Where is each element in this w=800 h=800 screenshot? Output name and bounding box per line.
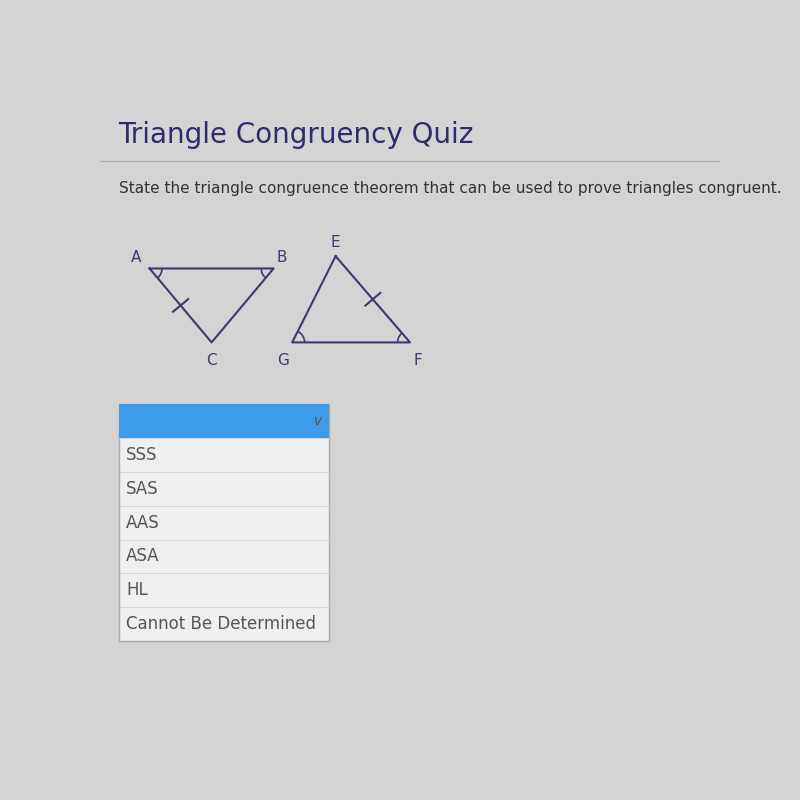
Text: Triangle Congruency Quiz: Triangle Congruency Quiz (118, 121, 474, 149)
Text: G: G (278, 354, 289, 369)
FancyBboxPatch shape (118, 404, 330, 438)
FancyBboxPatch shape (118, 404, 330, 641)
Text: F: F (413, 354, 422, 369)
Text: E: E (330, 235, 341, 250)
Text: A: A (131, 250, 142, 266)
Text: SSS: SSS (126, 446, 158, 464)
Text: HL: HL (126, 582, 148, 599)
Text: B: B (277, 250, 287, 266)
Text: AAS: AAS (126, 514, 160, 531)
Text: C: C (206, 354, 217, 369)
Text: v: v (314, 414, 322, 428)
Text: State the triangle congruence theorem that can be used to prove triangles congru: State the triangle congruence theorem th… (118, 181, 782, 196)
Text: Cannot Be Determined: Cannot Be Determined (126, 615, 316, 634)
Text: SAS: SAS (126, 480, 158, 498)
Text: ASA: ASA (126, 547, 159, 566)
